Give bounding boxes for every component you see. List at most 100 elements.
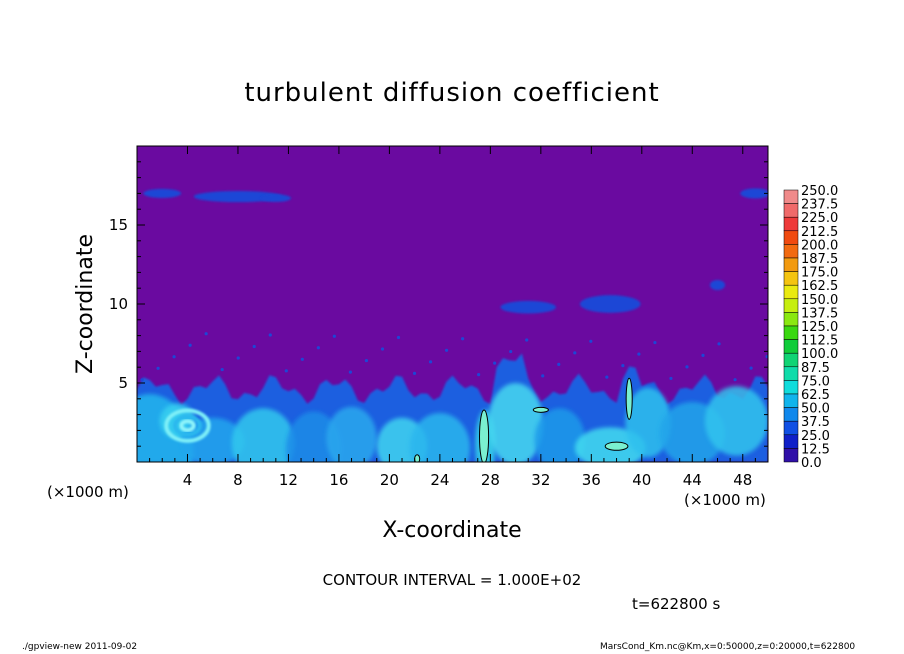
speckle	[541, 374, 545, 378]
speckle	[156, 366, 160, 370]
speckle	[605, 375, 609, 379]
colorbar-swatch	[783, 312, 799, 327]
speckle	[412, 371, 417, 375]
speckle	[653, 340, 657, 345]
eddy-ring	[173, 414, 202, 437]
colorbar-swatch	[783, 339, 799, 354]
speckle	[172, 355, 176, 359]
speckle	[749, 366, 753, 370]
x-tick-label: 32	[531, 471, 550, 489]
colorbar-label: 200.0	[801, 238, 838, 253]
x-unit-left: (×1000 m)	[47, 483, 129, 501]
speckle	[396, 335, 401, 340]
speckle	[316, 346, 320, 350]
plot-area	[137, 146, 768, 462]
x-tick-label: 40	[632, 471, 651, 489]
colorbar-swatch	[783, 244, 799, 259]
speckle	[669, 376, 673, 381]
footer-right: MarsCond_Km.nc@Km,x=0:50000,z=0:20000,t=…	[600, 642, 856, 652]
speckle	[717, 342, 721, 346]
colorbar-swatch	[783, 380, 799, 395]
turbulent-streak	[534, 408, 586, 462]
x-tick-label: 4	[183, 471, 193, 489]
colorbar-swatch	[783, 284, 799, 300]
colorbar-label: 212.5	[801, 225, 838, 240]
x-axis-ticks: 4 8 12 16 20 24 28 32 36 40 44 48	[149, 146, 756, 489]
colorbar-label: 162.5	[801, 279, 838, 294]
x-tick-label: 12	[279, 471, 298, 489]
upper-patch	[740, 188, 768, 199]
colorbar-label: 225.0	[801, 211, 838, 226]
colorbar-swatch	[783, 407, 799, 422]
speckle	[573, 351, 577, 355]
x-unit-right: (×1000 m)	[684, 491, 766, 509]
colorbar-swatch	[783, 352, 799, 368]
colorbar-swatch	[783, 393, 799, 408]
x-tick-label: 20	[380, 471, 399, 489]
speckle	[220, 367, 224, 372]
speckle	[284, 369, 288, 373]
upper-patch	[500, 300, 556, 314]
turbulent-streak	[231, 408, 295, 462]
speckle	[685, 365, 689, 369]
upper-patch	[579, 295, 641, 313]
speckle	[380, 347, 385, 351]
colorbar-label: 75.0	[801, 374, 830, 389]
colorbar-swatch	[783, 203, 799, 218]
eddy-ring	[164, 408, 211, 443]
contour-lines	[414, 377, 633, 462]
turbulent-streak	[704, 386, 768, 456]
colorbar-swatch	[783, 216, 799, 232]
speckle	[268, 333, 272, 337]
speckle	[765, 355, 768, 359]
speckle	[236, 356, 240, 360]
colorbar-label: 187.5	[801, 252, 838, 267]
speckle	[332, 334, 336, 338]
contour-line	[532, 406, 549, 413]
turbulent-streak	[409, 413, 471, 462]
speckle	[188, 343, 192, 347]
x-tick-label: 36	[582, 471, 601, 489]
upper-patch	[709, 279, 726, 291]
y-axis-label: Z-coordinate	[73, 234, 98, 374]
speckle	[733, 378, 737, 382]
contour-interval-label: CONTOUR INTERVAL = 1.000E+02	[323, 571, 582, 589]
speckle	[428, 360, 433, 364]
x-tick-label: 8	[233, 471, 243, 489]
x-tick-label: 28	[481, 471, 500, 489]
y-tick-label: 5	[118, 374, 128, 392]
speckle	[300, 357, 304, 361]
time-label: t=622800 s	[632, 595, 720, 613]
colorbar-label: 237.5	[801, 198, 838, 213]
colorbar-label: 37.5	[801, 415, 830, 430]
speckle	[621, 364, 625, 368]
colorbar-label: 0.0	[801, 456, 822, 471]
colorbar-swatch	[783, 271, 799, 286]
colorbar-swatch	[783, 420, 799, 436]
colorbar-label: 150.0	[801, 293, 838, 308]
colorbar-swatch	[783, 298, 799, 313]
colorbar: 250.0237.5225.0212.5200.0187.5175.0162.5…	[783, 184, 838, 471]
y-tick-label: 10	[109, 295, 128, 313]
speckle	[477, 373, 481, 377]
colorbar-swatch	[783, 189, 799, 204]
x-tick-label: 48	[733, 471, 752, 489]
speckle	[701, 353, 705, 357]
turbulent-layer	[137, 353, 768, 462]
colorbar-label: 125.0	[801, 320, 838, 335]
chart-title: turbulent diffusion coefficient	[244, 78, 659, 108]
upper-patches	[140, 188, 768, 382]
y-tick-label: 15	[109, 216, 128, 234]
colorbar-swatch	[783, 325, 799, 340]
speckle	[204, 332, 208, 336]
colorbar-swatch	[783, 434, 799, 449]
turbulent-streak	[625, 387, 671, 458]
x-tick-label: 44	[683, 471, 702, 489]
colorbar-label: 25.0	[801, 429, 830, 444]
x-tick-label: 24	[430, 471, 449, 489]
upper-patch	[193, 190, 283, 203]
contour-line	[479, 409, 490, 462]
speckle	[444, 348, 449, 352]
speckle	[460, 337, 465, 341]
